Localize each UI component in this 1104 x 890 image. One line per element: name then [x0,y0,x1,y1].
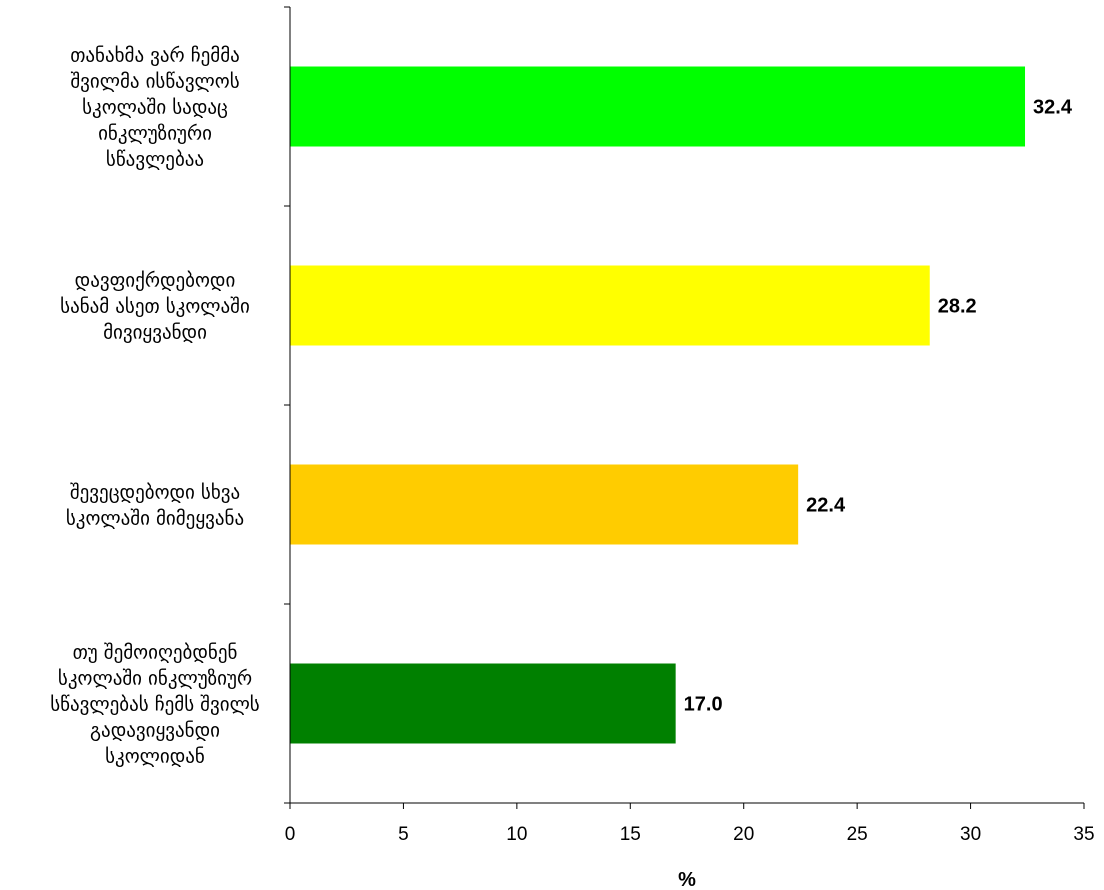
x-tick-label: 35 [1073,824,1094,845]
category-label-3: შევეცდებოდი სხვა სკოლაში მიმეყვანა [66,482,244,530]
category-label-line: სკოლაში ინკლუზიურ [58,668,252,690]
bar-1 [290,66,1026,147]
category-label-1: თანახმა ვარ ჩემმა შვილმა ისწავლოს სკოლაში … [70,45,240,171]
x-tick-label: 20 [733,824,754,845]
value-labels-group: 32.4 28.2 22.4 17.0 [684,97,1073,716]
axes-group: 0 5 10 15 20 25 30 35 [284,6,1095,845]
category-label-2: დავფიქრდებოდი სანამ ასეთ სკოლაში მივიყვანდ… [60,270,250,344]
value-label-1: 32.4 [1033,97,1073,119]
bar-3 [290,464,799,545]
category-label-line: სკოლაში სადაც [82,97,228,119]
x-tick-label: 10 [506,824,527,845]
x-tick-label: 30 [960,824,981,845]
value-label-3: 22.4 [806,495,846,517]
category-label-line: სწავლებაა [106,149,204,171]
category-label-line: სწავლებას ჩემს შვილს [50,694,260,716]
category-label-line: სკოლიდან [105,746,205,768]
category-label-line: თუ შემოიღებდნენ [73,642,238,664]
category-label-line: თანახმა ვარ ჩემმა [70,45,240,67]
category-label-4: თუ შემოიღებდნენ სკოლაში ინკლუზიურ სწავლება… [50,642,260,768]
category-label-line: დავფიქრდებოდი [75,270,236,292]
category-label-line: სკოლაში მიმეყვანა [66,508,244,530]
x-tick-label: 25 [847,824,868,845]
category-label-line: სანამ ასეთ სკოლაში [60,296,250,318]
category-label-line: ინკლუზიური [98,123,212,145]
value-label-2: 28.2 [938,296,977,318]
bar-2 [290,265,930,346]
value-label-4: 17.0 [684,694,723,716]
x-axis-title: % [678,869,696,890]
bars-group [290,66,1026,744]
x-tick-label: 5 [398,824,409,845]
category-labels-group: თანახმა ვარ ჩემმა შვილმა ისწავლოს სკოლაში … [50,45,260,768]
bar-4 [290,663,676,744]
category-label-line: გადავიყვანდი [90,720,220,742]
category-label-line: შვილმა ისწავლოს [70,71,239,93]
category-label-line: შევეცდებოდი სხვა [70,482,240,504]
category-label-line: მივიყვანდი [103,322,207,344]
x-tick-label: 0 [285,824,296,845]
x-tick-label: 15 [620,824,641,845]
